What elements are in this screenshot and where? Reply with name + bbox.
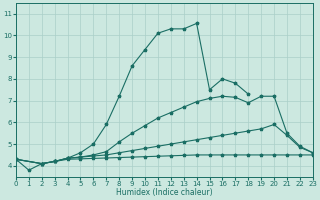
X-axis label: Humidex (Indice chaleur): Humidex (Indice chaleur): [116, 188, 213, 197]
